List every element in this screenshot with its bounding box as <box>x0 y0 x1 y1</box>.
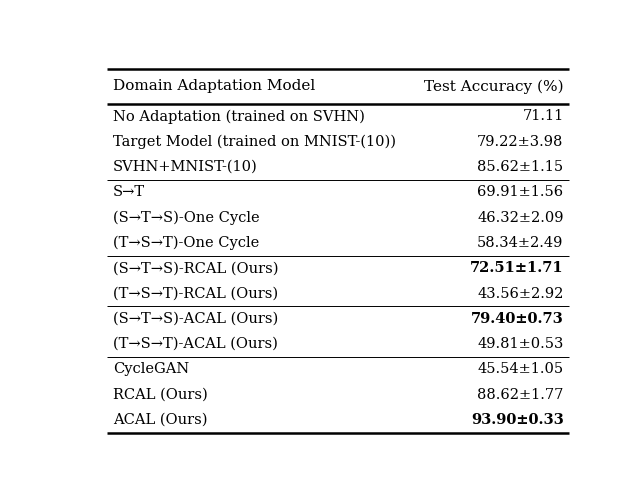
Text: 71.11: 71.11 <box>522 109 564 123</box>
Text: 72.51±1.71: 72.51±1.71 <box>470 261 564 275</box>
Text: RCAL (Ours): RCAL (Ours) <box>113 388 208 402</box>
Text: (T→S→T)-RCAL (Ours): (T→S→T)-RCAL (Ours) <box>113 287 278 301</box>
Text: Test Accuracy (%): Test Accuracy (%) <box>424 79 564 93</box>
Text: 43.56±2.92: 43.56±2.92 <box>477 287 564 301</box>
Text: ACAL (Ours): ACAL (Ours) <box>113 413 208 427</box>
Text: (S→T→S)-One Cycle: (S→T→S)-One Cycle <box>113 210 260 225</box>
Text: CycleGAN: CycleGAN <box>113 362 189 376</box>
Text: S→T: S→T <box>113 185 145 199</box>
Text: No Adaptation (trained on SVHN): No Adaptation (trained on SVHN) <box>113 109 365 123</box>
Text: (T→S→T)-ACAL (Ours): (T→S→T)-ACAL (Ours) <box>113 337 278 351</box>
Text: 93.90±0.33: 93.90±0.33 <box>471 413 564 427</box>
Text: 45.54±1.05: 45.54±1.05 <box>477 362 564 376</box>
Text: 79.40±0.73: 79.40±0.73 <box>471 312 564 326</box>
Text: 69.91±1.56: 69.91±1.56 <box>477 185 564 199</box>
Text: Target Model (trained on MNIST-(10)): Target Model (trained on MNIST-(10)) <box>113 134 396 149</box>
Text: (T→S→T)-One Cycle: (T→S→T)-One Cycle <box>113 236 259 250</box>
Text: 85.62±1.15: 85.62±1.15 <box>477 160 564 174</box>
Text: (S→T→S)-RCAL (Ours): (S→T→S)-RCAL (Ours) <box>113 261 279 275</box>
Text: Domain Adaptation Model: Domain Adaptation Model <box>113 80 316 93</box>
Text: 49.81±0.53: 49.81±0.53 <box>477 337 564 351</box>
Text: (S→T→S)-ACAL (Ours): (S→T→S)-ACAL (Ours) <box>113 312 278 326</box>
Text: 79.22±3.98: 79.22±3.98 <box>477 135 564 149</box>
Text: 46.32±2.09: 46.32±2.09 <box>477 211 564 225</box>
Text: 58.34±2.49: 58.34±2.49 <box>477 236 564 250</box>
Text: 88.62±1.77: 88.62±1.77 <box>477 388 564 402</box>
Text: SVHN+MNIST-(10): SVHN+MNIST-(10) <box>113 160 258 174</box>
